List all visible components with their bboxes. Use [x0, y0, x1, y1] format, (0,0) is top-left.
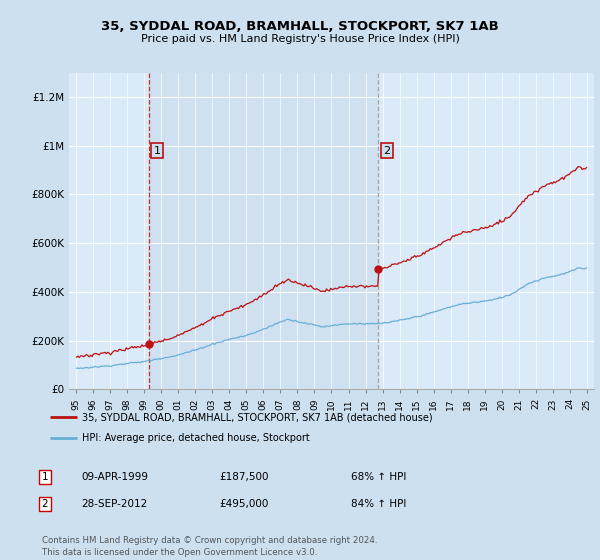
- Text: HPI: Average price, detached house, Stockport: HPI: Average price, detached house, Stoc…: [83, 433, 310, 444]
- Text: £187,500: £187,500: [219, 472, 269, 482]
- Text: Contains HM Land Registry data © Crown copyright and database right 2024.
This d: Contains HM Land Registry data © Crown c…: [42, 536, 377, 557]
- Text: 2: 2: [41, 499, 49, 509]
- Text: Price paid vs. HM Land Registry's House Price Index (HPI): Price paid vs. HM Land Registry's House …: [140, 34, 460, 44]
- Text: 35, SYDDAL ROAD, BRAMHALL, STOCKPORT, SK7 1AB: 35, SYDDAL ROAD, BRAMHALL, STOCKPORT, SK…: [101, 20, 499, 32]
- Text: 35, SYDDAL ROAD, BRAMHALL, STOCKPORT, SK7 1AB (detached house): 35, SYDDAL ROAD, BRAMHALL, STOCKPORT, SK…: [83, 412, 433, 422]
- Text: 1: 1: [154, 146, 161, 156]
- Text: 2: 2: [383, 146, 390, 156]
- Text: 1: 1: [41, 472, 49, 482]
- Text: 84% ↑ HPI: 84% ↑ HPI: [351, 499, 406, 509]
- Bar: [149, 73, 378, 389]
- Text: 68% ↑ HPI: 68% ↑ HPI: [351, 472, 406, 482]
- Text: 09-APR-1999: 09-APR-1999: [81, 472, 148, 482]
- Text: £495,000: £495,000: [219, 499, 268, 509]
- Text: 28-SEP-2012: 28-SEP-2012: [81, 499, 147, 509]
